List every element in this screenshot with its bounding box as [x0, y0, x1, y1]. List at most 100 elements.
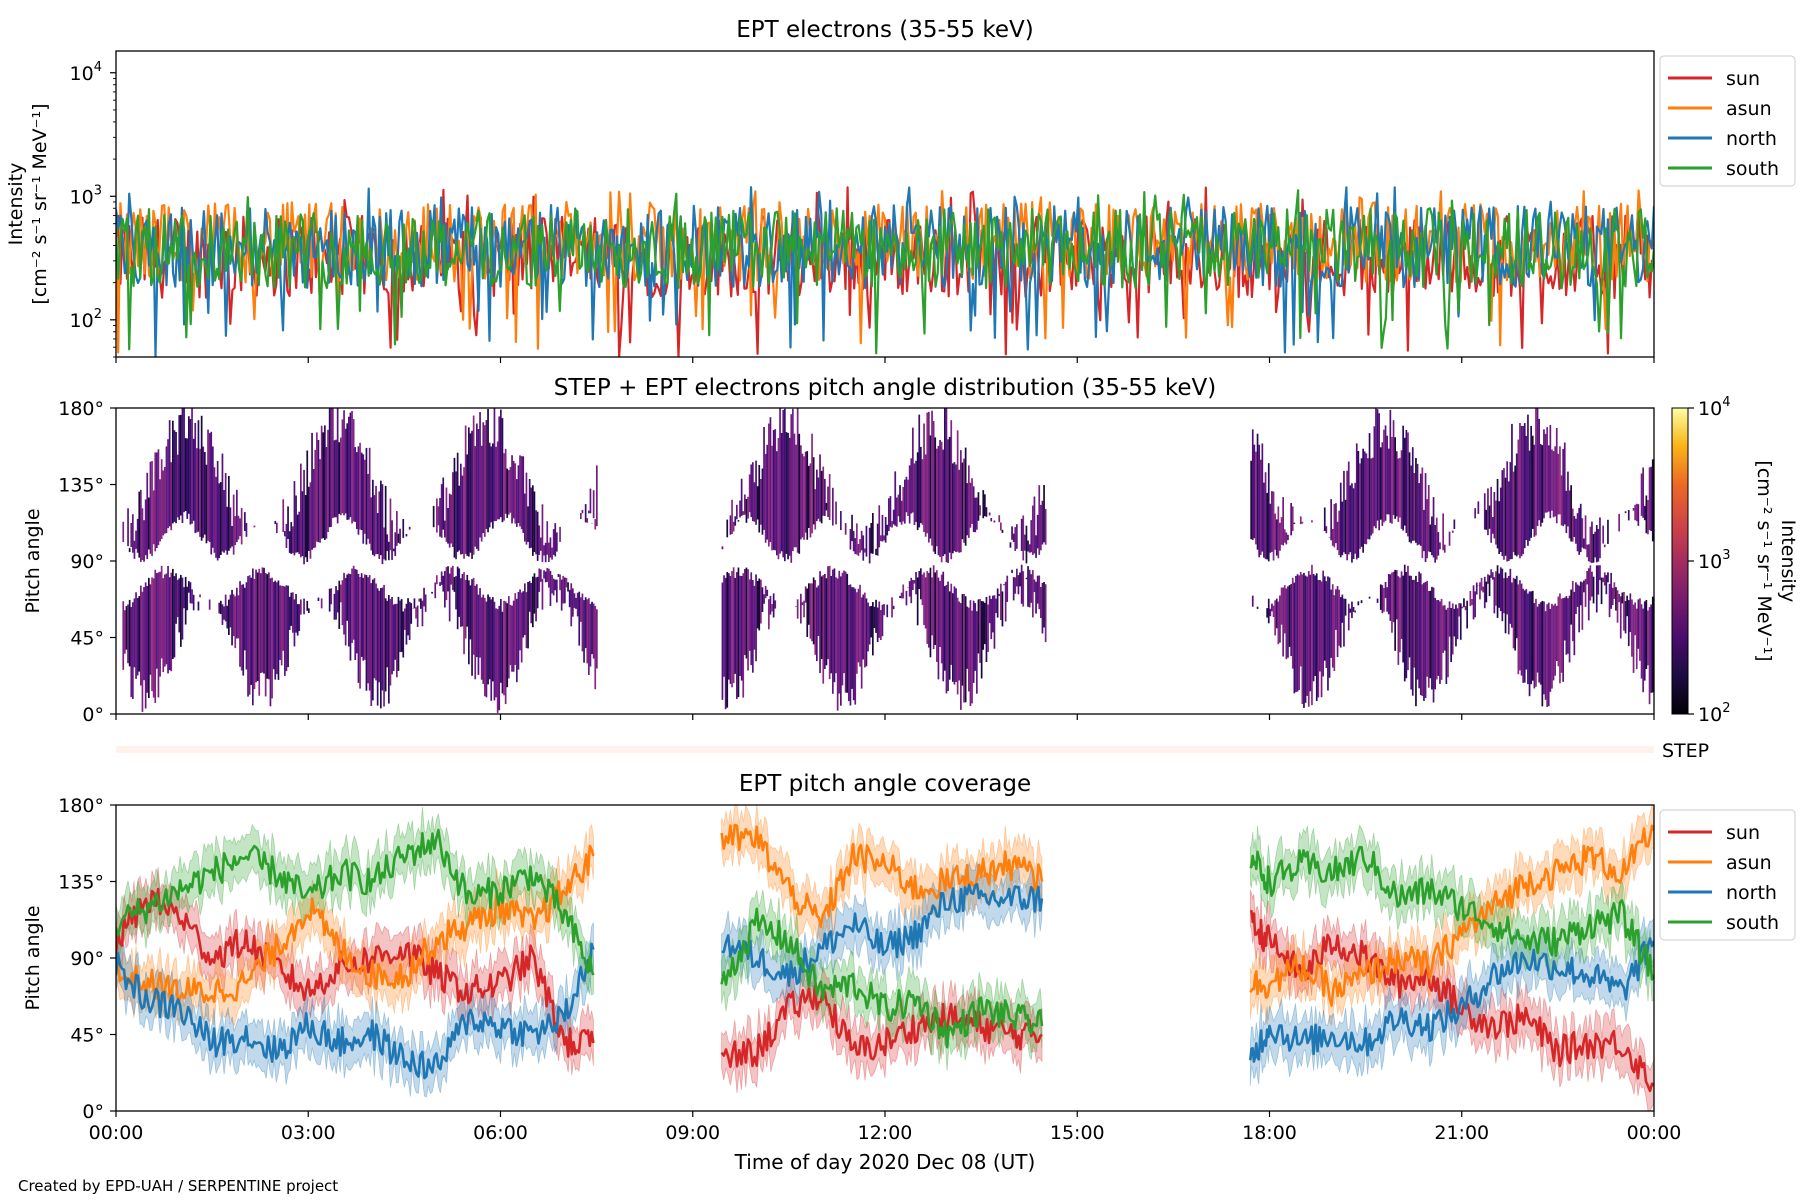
heatmap-cell: [1647, 610, 1649, 666]
heatmap-cell: [936, 448, 938, 547]
heatmap-cell: [1507, 576, 1510, 635]
heatmap-cell: [207, 429, 209, 541]
heatmap-cell: [1498, 501, 1500, 554]
heatmap-cell: [293, 599, 296, 647]
heatmap-cell: [276, 522, 278, 534]
heatmap-cell: [1290, 584, 1292, 656]
heatmap-cell: [276, 582, 278, 675]
heatmap-cell: [812, 577, 815, 645]
heatmap-cell: [191, 408, 193, 524]
heatmap-cell: [1032, 570, 1034, 618]
heatmap-cell: [1044, 508, 1047, 545]
heatmap-cell: [779, 408, 781, 554]
heatmap-cell: [415, 607, 417, 619]
heatmap-cell: [437, 506, 440, 526]
heatmap-cell: [732, 521, 735, 532]
heatmap-cell: [1520, 583, 1523, 676]
heatmap-cell: [460, 463, 462, 555]
heatmap-cell: [1560, 475, 1563, 526]
heatmap-cell: [496, 609, 499, 713]
heatmap-cell: [1351, 601, 1353, 619]
heatmap-cell: [900, 592, 903, 599]
heatmap-cell: [1041, 500, 1044, 545]
y-tick-label: 135°: [58, 475, 104, 497]
heatmap-cell: [979, 505, 981, 516]
heatmap-cell: [1595, 565, 1598, 613]
panel1-frame: [115, 50, 1655, 358]
heatmap-cell: [1391, 572, 1393, 633]
heatmap-cell: [255, 569, 257, 683]
heatmap-cell: [1535, 408, 1537, 536]
heatmap-cell: [266, 574, 269, 679]
heatmap-cell: [1544, 433, 1547, 513]
heatmap-cell: [723, 575, 725, 677]
heatmap-cell: [953, 462, 956, 552]
heatmap-cell: [124, 610, 126, 654]
heatmap-cell: [439, 582, 441, 586]
heatmap-cell: [878, 505, 881, 548]
heatmap-cell: [1557, 453, 1560, 515]
y-tick-label: 0°: [82, 1101, 104, 1123]
heatmap-cell: [923, 423, 925, 532]
heatmap-cell: [1357, 601, 1360, 606]
heatmap-cell: [963, 594, 965, 703]
heatmap-cell: [362, 454, 365, 544]
heatmap-cell: [835, 501, 837, 525]
heatmap-cell: [940, 574, 943, 664]
heatmap-cell: [952, 463, 954, 554]
heatmap-cell: [469, 433, 472, 553]
panel2-title: STEP + EPT electrons pitch angle distrib…: [554, 375, 1216, 401]
heatmap-cell: [517, 591, 520, 670]
heatmap-cell: [937, 446, 940, 556]
heatmap-cell: [731, 571, 733, 688]
heatmap-cell: [364, 574, 366, 660]
heatmap-cell: [1543, 429, 1545, 519]
heatmap-cell: [1493, 492, 1496, 539]
heatmap-cell: [924, 454, 927, 537]
heatmap-cell: [1261, 443, 1264, 552]
heatmap-cell: [1036, 575, 1039, 604]
heatmap-cell: [127, 508, 129, 547]
heatmap-cell: [151, 461, 153, 557]
heatmap-cell: [993, 595, 996, 649]
heatmap-cell: [397, 596, 400, 671]
heatmap-cell: [373, 495, 376, 557]
heatmap-cell: [1474, 591, 1476, 618]
heatmap-cell: [808, 583, 810, 625]
heatmap-cell: [418, 598, 421, 602]
heatmap-cell: [456, 452, 459, 552]
heatmap-cell: [504, 448, 507, 514]
heatmap-cell: [1639, 598, 1641, 661]
heatmap-cell: [929, 435, 932, 539]
heatmap-cell: [1640, 473, 1643, 516]
heatmap-cell: [1256, 606, 1259, 609]
heatmap-cell: [1648, 467, 1651, 531]
heatmap-cell: [338, 442, 341, 514]
heatmap-cell: [186, 586, 189, 611]
heatmap-cell: [1432, 497, 1435, 558]
heatmap-cell: [1520, 425, 1523, 557]
heatmap-cell: [1539, 602, 1542, 685]
heatmap-cell: [992, 595, 994, 633]
heatmap-cell: [1407, 565, 1409, 671]
heatmap-cell: [1650, 604, 1652, 693]
heatmap-cell: [1455, 604, 1457, 647]
heatmap-cell: [575, 597, 577, 609]
heatmap-cell: [966, 483, 969, 536]
heatmap-cell: [1557, 596, 1560, 667]
heatmap-cell: [1523, 423, 1526, 549]
heatmap-cell: [785, 432, 788, 554]
heatmap-cell: [891, 597, 893, 618]
heatmap-cell: [1627, 510, 1630, 521]
heatmap-cell: [196, 448, 198, 533]
heatmap-cell: [359, 442, 361, 530]
heatmap-cell: [328, 588, 331, 612]
heatmap-cell: [280, 585, 283, 666]
heatmap-cell: [181, 408, 184, 523]
heatmap-cell: [988, 512, 991, 516]
heatmap-cell: [215, 476, 217, 558]
heatmap-cell: [870, 606, 873, 638]
heatmap-cell: [771, 445, 773, 551]
heatmap-cell: [763, 427, 765, 530]
heatmap-cell: [165, 446, 168, 534]
